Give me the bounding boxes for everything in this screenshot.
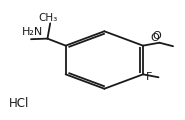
Text: O: O [150,33,159,43]
Text: HCl: HCl [9,97,29,110]
Text: O: O [152,31,161,41]
Text: H₂N: H₂N [22,27,44,37]
Text: CH₃: CH₃ [39,13,58,23]
Text: F: F [146,72,153,82]
